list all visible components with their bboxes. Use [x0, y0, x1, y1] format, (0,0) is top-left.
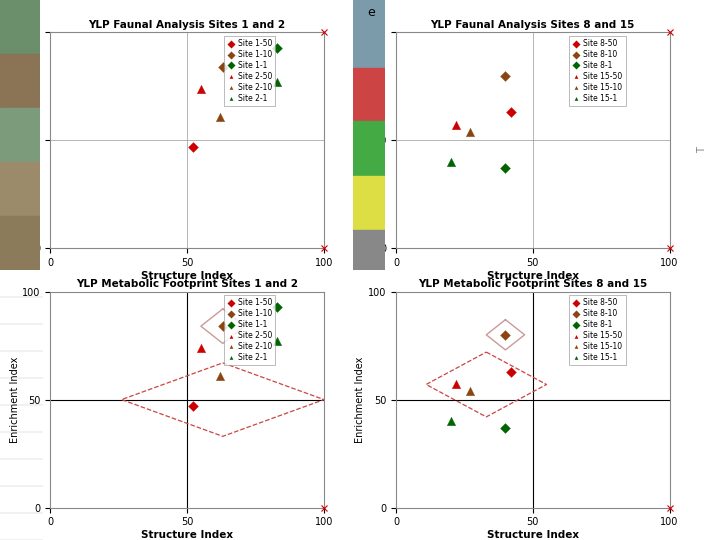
Point	[445, 158, 456, 166]
Point	[505, 367, 517, 376]
Bar	[353, 230, 385, 270]
Point	[445, 417, 456, 426]
Legend: Site 1-50, Site 1-10, Site 1-1, Site 2-50, Site 2-10, Site 2-1: Site 1-50, Site 1-10, Site 1-1, Site 2-5…	[224, 36, 275, 106]
Point	[215, 372, 226, 380]
Bar	[353, 0, 385, 68]
Title: YLP Metabolic Footprint Sites 8 and 15: YLP Metabolic Footprint Sites 8 and 15	[418, 279, 647, 289]
Point	[271, 337, 283, 346]
Text: e: e	[367, 6, 374, 19]
Bar	[353, 176, 385, 230]
Point	[500, 71, 511, 80]
Point	[271, 43, 283, 52]
X-axis label: Structure Index: Structure Index	[141, 530, 233, 540]
Point	[500, 164, 511, 173]
Bar	[0, 0, 40, 54]
Point	[217, 322, 228, 330]
X-axis label: Structure Index: Structure Index	[487, 530, 579, 540]
Point	[500, 423, 511, 432]
Y-axis label: Enrichment Index: Enrichment Index	[9, 356, 19, 443]
Y-axis label: Enrichment Index: Enrichment Index	[355, 97, 365, 184]
Point	[195, 84, 207, 93]
Legend: Site 8-50, Site 8-10, Site 8-1, Site 15-50, Site 15-10, Site 15-1: Site 8-50, Site 8-10, Site 8-1, Site 15-…	[570, 295, 626, 365]
Y-axis label: Enrichment Index: Enrichment Index	[355, 356, 365, 443]
Legend: Site 8-50, Site 8-10, Site 8-1, Site 15-50, Site 15-10, Site 15-1: Site 8-50, Site 8-10, Site 8-1, Site 15-…	[570, 36, 626, 106]
Point	[271, 78, 283, 86]
Text: T: T	[697, 147, 707, 153]
Point	[505, 108, 517, 117]
Point	[217, 63, 228, 71]
Title: YLP Faunal Analysis Sites 8 and 15: YLP Faunal Analysis Sites 8 and 15	[431, 20, 635, 30]
Point	[195, 343, 207, 352]
Bar	[353, 68, 385, 122]
Point	[451, 121, 462, 130]
Title: YLP Faunal Analysis Sites 1 and 2: YLP Faunal Analysis Sites 1 and 2	[89, 20, 286, 30]
Point	[187, 402, 199, 410]
Y-axis label: Enrichment Index: Enrichment Index	[9, 97, 19, 184]
Bar	[0, 162, 40, 216]
Title: YLP Metabolic Footprint Sites 1 and 2: YLP Metabolic Footprint Sites 1 and 2	[76, 279, 298, 289]
Point	[451, 380, 462, 389]
Point	[215, 112, 226, 121]
Bar	[353, 122, 385, 176]
Bar	[0, 216, 40, 270]
Point	[464, 127, 476, 136]
Bar	[0, 54, 40, 108]
Point	[187, 143, 199, 151]
X-axis label: Structure Index: Structure Index	[487, 271, 579, 281]
Point	[271, 302, 283, 311]
Point	[464, 387, 476, 395]
X-axis label: Structure Index: Structure Index	[141, 271, 233, 281]
Bar	[0, 108, 40, 162]
Point	[500, 330, 511, 339]
Legend: Site 1-50, Site 1-10, Site 1-1, Site 2-50, Site 2-10, Site 2-1: Site 1-50, Site 1-10, Site 1-1, Site 2-5…	[224, 295, 275, 365]
